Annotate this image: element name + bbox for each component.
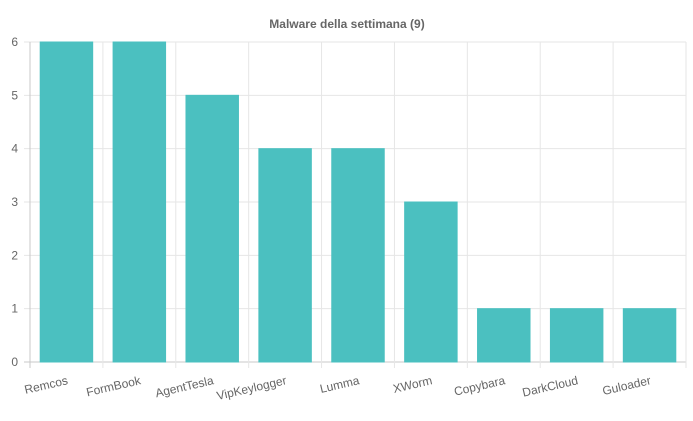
y-tick-label: 6 xyxy=(11,35,18,49)
bar-guloader[interactable] xyxy=(622,308,677,363)
x-tick-label: AgentTesla xyxy=(154,373,215,400)
y-tick-label: 5 xyxy=(11,88,18,102)
x-tick-label: Remcos xyxy=(23,373,69,397)
x-tick-label: Lumma xyxy=(319,373,361,396)
bars xyxy=(39,41,677,363)
y-tick-label: 3 xyxy=(11,195,18,209)
bar-formbook[interactable] xyxy=(112,41,167,363)
bar-darkcloud[interactable] xyxy=(549,308,604,363)
chart-title: Malware della settimana (9) xyxy=(269,17,424,31)
x-tick-label: XWorm xyxy=(392,373,434,396)
x-tick-label: VipKeylogger xyxy=(215,373,287,403)
y-tick-label: 1 xyxy=(11,302,18,316)
bar-vipkeylogger[interactable] xyxy=(258,148,312,363)
bar-agenttesla[interactable] xyxy=(185,94,239,363)
x-axis-ticks: Remcos FormBook AgentTesla VipKeylogger Lumm… xyxy=(23,373,652,403)
y-tick-label: 4 xyxy=(11,142,18,156)
x-tick-label: FormBook xyxy=(85,373,143,399)
bar-lumma[interactable] xyxy=(331,148,385,363)
x-tick-label: Copybara xyxy=(453,373,507,398)
x-tick-label: Guloader xyxy=(601,373,652,398)
y-tick-label: 2 xyxy=(11,248,18,262)
bar-copybara[interactable] xyxy=(477,308,531,363)
y-axis-ticks: 0 1 2 3 4 5 6 xyxy=(11,35,18,369)
x-tick-label: DarkCloud xyxy=(521,373,579,399)
y-tick-label: 0 xyxy=(11,355,18,369)
bar-remcos[interactable] xyxy=(39,41,94,363)
bar-xworm[interactable] xyxy=(404,201,458,363)
